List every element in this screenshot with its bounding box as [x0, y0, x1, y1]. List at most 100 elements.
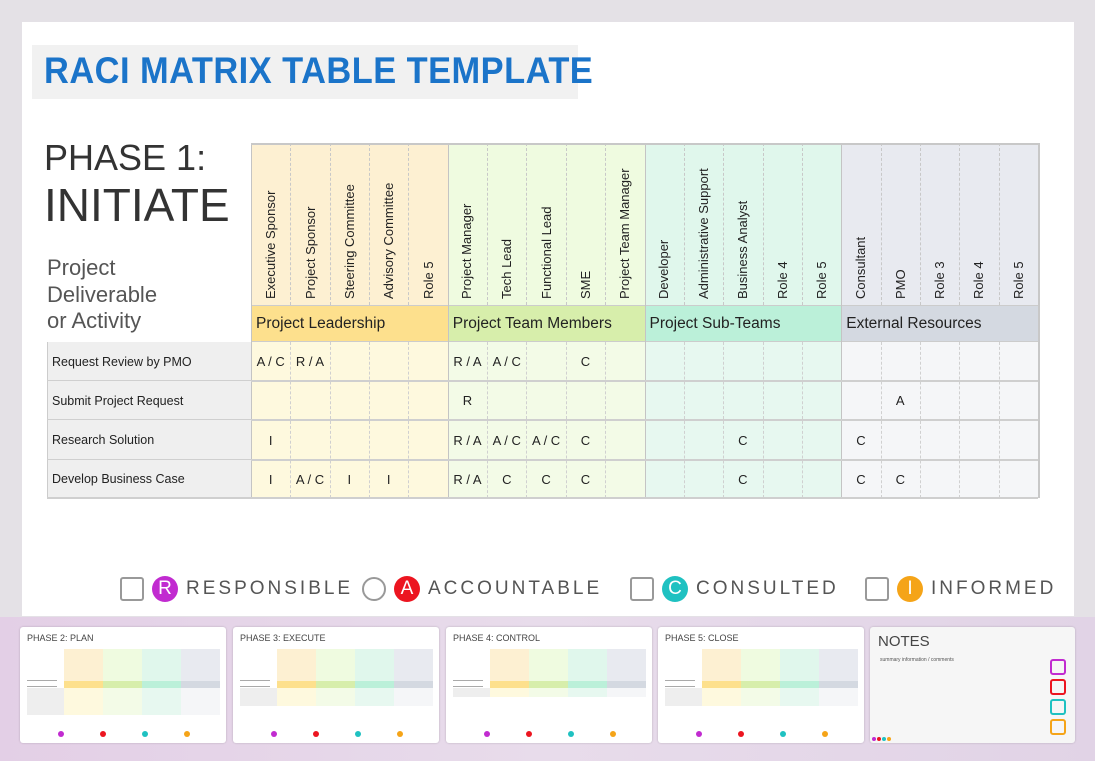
thumb-legend-dot	[610, 731, 616, 737]
raci-cell[interactable]: C	[580, 354, 591, 369]
raci-cell[interactable]: R	[462, 393, 473, 408]
raci-cell[interactable]: I	[268, 471, 273, 487]
raci-cell[interactable]: I	[347, 471, 352, 487]
raci-cell[interactable]	[605, 342, 644, 381]
raci-cell[interactable]	[920, 381, 959, 420]
raci-cell[interactable]	[723, 342, 762, 381]
notes-thumbnail[interactable]: NOTES summary information / comments	[870, 627, 1075, 743]
raci-cell[interactable]: C	[856, 471, 866, 487]
raci-cell[interactable]	[487, 381, 526, 420]
raci-cell[interactable]	[999, 460, 1038, 498]
raci-cell[interactable]	[408, 381, 447, 420]
raci-cell[interactable]	[881, 342, 920, 381]
raci-cell[interactable]: R / A	[453, 471, 482, 487]
table-right-border	[1038, 143, 1040, 498]
raci-cell[interactable]: R / A	[453, 354, 482, 369]
raci-cell[interactable]: C	[580, 471, 591, 487]
raci-cell[interactable]	[645, 342, 684, 381]
raci-cell[interactable]	[290, 381, 329, 420]
raci-cell[interactable]	[763, 420, 802, 460]
raci-cell[interactable]: A	[895, 393, 905, 408]
activity-cell[interactable]: Research Solution	[47, 420, 251, 460]
raci-cell[interactable]	[959, 460, 998, 498]
raci-cell[interactable]	[920, 420, 959, 460]
raci-cell[interactable]: R / A	[295, 354, 325, 369]
raci-cell[interactable]	[605, 420, 644, 460]
raci-cell[interactable]: A / C	[256, 354, 285, 369]
raci-cell[interactable]	[408, 342, 447, 381]
activity-cell[interactable]: Submit Project Request	[47, 381, 251, 420]
contact-card-upload-icon	[865, 577, 889, 601]
raci-cell[interactable]	[802, 420, 841, 460]
raci-cell[interactable]	[526, 381, 565, 420]
activity-cell[interactable]: Develop Business Case	[47, 460, 251, 498]
raci-cell[interactable]: R / A	[453, 432, 482, 448]
raci-cell[interactable]: C	[856, 432, 866, 448]
raci-cell[interactable]	[290, 420, 329, 460]
raci-cell[interactable]	[605, 381, 644, 420]
thumbnail-5[interactable]: PHASE 5: CLOSE	[658, 627, 864, 743]
raci-cell[interactable]	[645, 420, 684, 460]
raci-cell[interactable]	[330, 420, 369, 460]
thumbnail-title: PHASE 4: CONTROL	[453, 633, 541, 643]
raci-cell[interactable]	[369, 420, 408, 460]
role-header: Consultant	[841, 143, 880, 305]
raci-cell[interactable]: A / C	[492, 432, 521, 448]
raci-cell[interactable]: C	[541, 471, 551, 487]
raci-cell[interactable]	[920, 460, 959, 498]
raci-cell[interactable]: A / C	[492, 354, 521, 369]
raci-cell[interactable]	[369, 342, 408, 381]
raci-cell[interactable]	[645, 460, 684, 498]
raci-cell[interactable]	[684, 381, 723, 420]
raci-cell[interactable]	[251, 381, 290, 420]
legend-item-informed: I INFORMED	[865, 574, 1056, 604]
raci-cell[interactable]	[684, 342, 723, 381]
raci-cell[interactable]	[684, 460, 723, 498]
raci-cell[interactable]	[841, 342, 880, 381]
raci-cell[interactable]	[408, 460, 447, 498]
raci-cell[interactable]: C	[738, 471, 748, 487]
thumb-activity-col	[240, 688, 277, 706]
raci-cell[interactable]	[566, 381, 605, 420]
raci-cell[interactable]: C	[502, 471, 512, 487]
raci-cell[interactable]	[723, 381, 762, 420]
raci-cell[interactable]: A / C	[532, 432, 561, 448]
thumbnail-2[interactable]: PHASE 2: PLAN	[20, 627, 226, 743]
activity-cell[interactable]: Request Review by PMO	[47, 342, 251, 381]
raci-cell[interactable]	[802, 381, 841, 420]
raci-cell[interactable]: C	[580, 432, 591, 448]
raci-cell[interactable]	[408, 420, 447, 460]
raci-cell[interactable]	[369, 381, 408, 420]
raci-cell[interactable]: I	[268, 432, 273, 448]
raci-cell[interactable]	[605, 460, 644, 498]
raci-cell[interactable]	[763, 460, 802, 498]
raci-cell[interactable]	[959, 420, 998, 460]
raci-cell[interactable]	[999, 342, 1038, 381]
raci-cell[interactable]	[881, 420, 920, 460]
group-header-0: Project Leadership	[251, 305, 448, 342]
raci-cell[interactable]	[684, 420, 723, 460]
role-header: Role 4	[762, 143, 802, 305]
raci-cell[interactable]	[959, 342, 998, 381]
raci-cell[interactable]: A / C	[295, 471, 325, 487]
raci-cell[interactable]	[999, 420, 1038, 460]
thumb-activity-col	[665, 688, 702, 706]
raci-cell[interactable]	[330, 381, 369, 420]
thumb-head	[277, 649, 316, 681]
raci-cell[interactable]	[763, 381, 802, 420]
raci-cell[interactable]: I	[386, 471, 391, 487]
thumbnail-3[interactable]: PHASE 3: EXECUTE	[233, 627, 439, 743]
raci-cell[interactable]	[999, 381, 1038, 420]
raci-cell[interactable]	[763, 342, 802, 381]
raci-cell[interactable]: C	[895, 471, 905, 487]
raci-cell[interactable]	[645, 381, 684, 420]
raci-cell[interactable]	[959, 381, 998, 420]
raci-cell[interactable]	[330, 342, 369, 381]
raci-cell[interactable]	[841, 381, 880, 420]
raci-cell[interactable]	[526, 342, 565, 381]
raci-cell[interactable]	[802, 342, 841, 381]
raci-cell[interactable]	[802, 460, 841, 498]
raci-cell[interactable]	[920, 342, 959, 381]
thumbnail-4[interactable]: PHASE 4: CONTROL	[446, 627, 652, 743]
raci-cell[interactable]: C	[738, 432, 748, 448]
